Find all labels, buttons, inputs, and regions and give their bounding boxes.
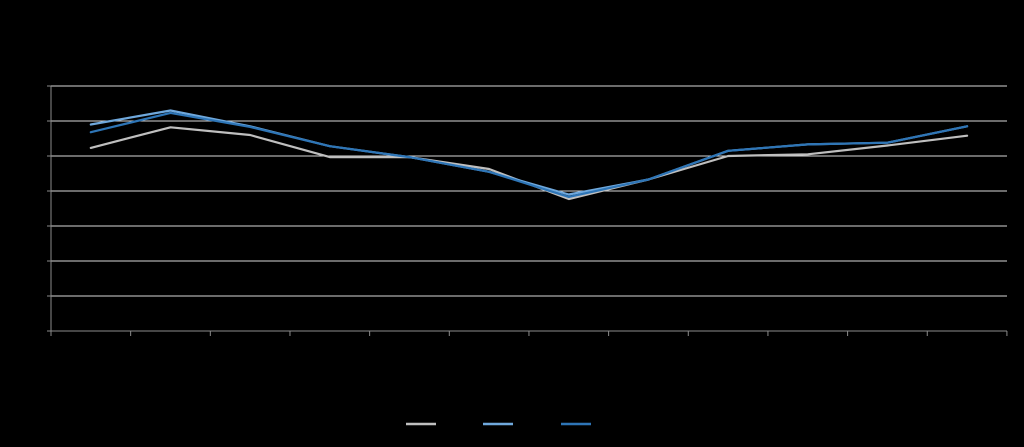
series-line-3	[89, 111, 969, 198]
series-line-1	[89, 126, 969, 201]
